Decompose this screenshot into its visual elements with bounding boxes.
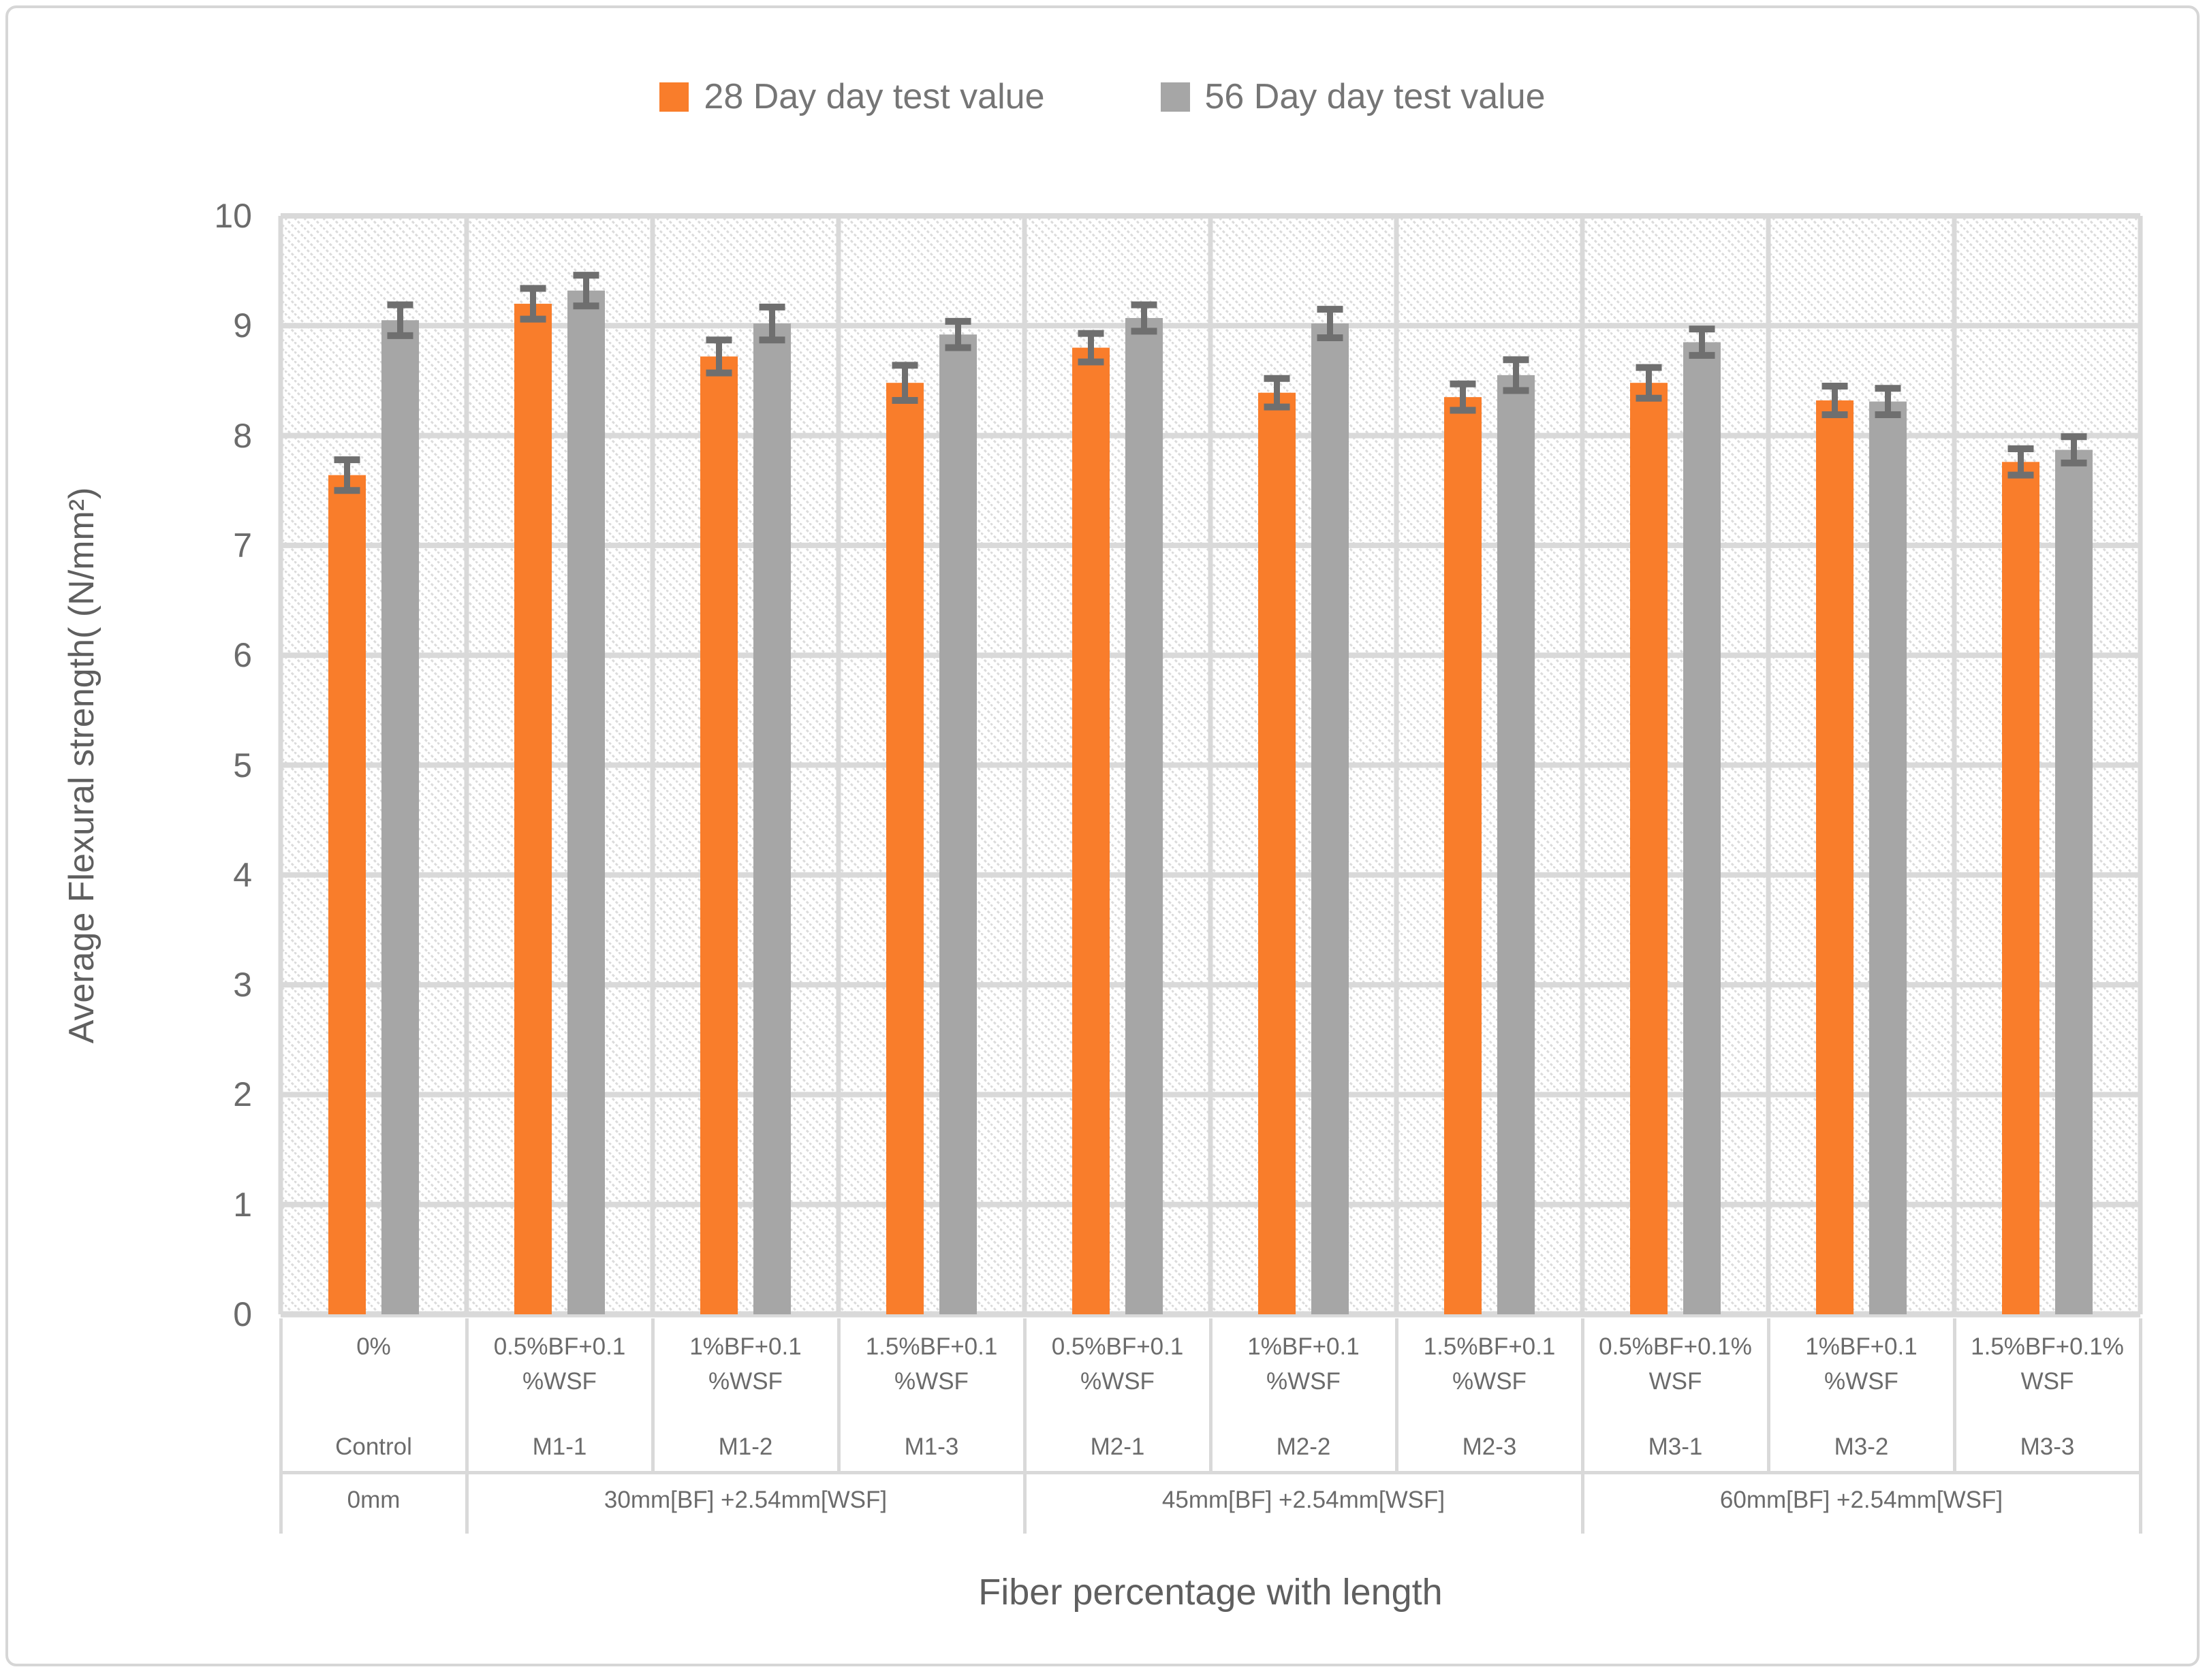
bar-56day-M1-2 — [753, 323, 791, 1315]
error-bar — [520, 285, 546, 323]
error-bar — [387, 301, 413, 339]
category-condition-label: 1%BF+0.1 %WSF — [1247, 1333, 1360, 1395]
bar-28day-M1-3 — [886, 383, 924, 1314]
legend-label-28day: 28 Day day test value — [704, 77, 1045, 116]
y-tick-label: 4 — [233, 855, 252, 894]
category-separator — [837, 1318, 841, 1472]
bar-56day-Control — [381, 320, 419, 1314]
category-mix-label: M2-3 — [1462, 1433, 1517, 1460]
category-group-label: 60mm[BF] +2.54mm[WSF] — [1719, 1487, 2003, 1513]
bar-28day-Control — [328, 475, 366, 1315]
category-condition-label: 0.5%BF+0.1%WSF — [493, 1333, 626, 1395]
category-separator — [279, 1318, 283, 1534]
error-bar — [1636, 364, 1662, 402]
series-1 — [381, 272, 2093, 1315]
category-separator — [2139, 1318, 2142, 1534]
error-bar — [1821, 383, 1848, 418]
category-condition-label: 0% — [356, 1333, 391, 1360]
category-mix-label: M3-1 — [1648, 1433, 1703, 1460]
y-tick-label: 0 — [233, 1295, 252, 1333]
category-condition-label: 1.5%BF+0.1%WSF — [1423, 1333, 1556, 1395]
category-mix-label: Control — [335, 1433, 412, 1460]
error-bar — [2007, 445, 2034, 479]
category-mix-label: M1-1 — [532, 1433, 587, 1460]
bar-28day-M3-3 — [2002, 462, 2039, 1314]
y-tick-label: 6 — [233, 636, 252, 675]
category-separator — [465, 1318, 469, 1534]
error-bar — [1317, 306, 1343, 342]
bar-28day-M2-2 — [1258, 392, 1296, 1314]
legend-label-56day: 56 Day day test value — [1204, 77, 1546, 116]
category-group-label: 0mm — [347, 1487, 401, 1513]
legend-item-28day: 28 Day day test value — [659, 76, 1045, 117]
error-bar — [706, 336, 732, 377]
error-bar — [945, 317, 971, 351]
error-bar — [1689, 326, 1715, 359]
category-condition-label: 1%BF+0.1 %WSF — [1805, 1333, 1918, 1395]
category-condition-label: 0.5%BF+0.1%WSF — [1599, 1333, 1752, 1395]
bar-56day-M2-2 — [1311, 323, 1349, 1315]
bar-28day-M2-3 — [1444, 397, 1482, 1314]
category-separator — [1395, 1318, 1398, 1472]
bar-56day-M3-3 — [2055, 449, 2093, 1314]
category-mix-label: M1-2 — [718, 1433, 773, 1460]
y-tick-label: 8 — [233, 416, 252, 455]
error-bar — [892, 362, 918, 404]
bar-28day-M3-1 — [1630, 383, 1668, 1314]
legend: 28 Day day test value 56 Day day test va… — [8, 76, 2197, 117]
category-condition-label: 1.5%BF+0.1%WSF — [1971, 1333, 2124, 1395]
category-separator — [1209, 1318, 1213, 1472]
category-separator — [651, 1318, 655, 1472]
y-tick-label: 9 — [233, 306, 252, 345]
error-bar — [759, 303, 785, 344]
bar-56day-M2-1 — [1125, 318, 1163, 1314]
error-bar — [2061, 433, 2087, 466]
legend-swatch-56day-icon — [1160, 82, 1190, 112]
y-tick-label: 1 — [233, 1185, 252, 1224]
label-row-divider — [281, 1471, 2140, 1474]
category-group-label: 45mm[BF] +2.54mm[WSF] — [1161, 1487, 1445, 1513]
category-separator — [1953, 1318, 1956, 1472]
bar-56day-M1-1 — [567, 290, 605, 1315]
error-bar — [1131, 301, 1157, 335]
category-separator — [1023, 1318, 1027, 1534]
category-mix-label: M2-1 — [1090, 1433, 1145, 1460]
error-bar — [1450, 380, 1476, 414]
error-bar — [1875, 385, 1901, 418]
bar-28day-M2-1 — [1072, 347, 1110, 1314]
category-mix-label: M3-3 — [2020, 1433, 2075, 1460]
bar-28day-M1-1 — [514, 304, 552, 1314]
category-mix-label: M3-2 — [1834, 1433, 1889, 1460]
bar-56day-M1-3 — [939, 334, 977, 1315]
category-mix-label: M1-3 — [904, 1433, 959, 1460]
chart-frame: 28 Day day test value 56 Day day test va… — [5, 5, 2200, 1666]
category-condition-label: 1%BF+0.1 %WSF — [689, 1333, 802, 1395]
category-mix-label: M2-2 — [1276, 1433, 1331, 1460]
category-separator — [1767, 1318, 1770, 1472]
y-tick-label: 2 — [233, 1075, 252, 1114]
error-bar — [573, 272, 599, 310]
series-0 — [328, 285, 2039, 1315]
bar-56day-M2-3 — [1497, 375, 1535, 1314]
error-bar — [1078, 330, 1104, 366]
error-bar — [1264, 375, 1290, 411]
category-separator — [1581, 1318, 1584, 1534]
y-tick-label: 3 — [233, 966, 252, 1004]
plot-svg — [278, 213, 2143, 1318]
error-bar — [334, 456, 360, 494]
category-group-label: 30mm[BF] +2.54mm[WSF] — [604, 1487, 888, 1513]
bar-56day-M3-2 — [1869, 401, 1907, 1315]
y-tick-label: 10 — [214, 197, 252, 235]
y-tick-label: 5 — [233, 746, 252, 784]
error-bar — [1503, 356, 1529, 394]
bar-28day-M3-2 — [1816, 400, 1854, 1314]
category-condition-label: 0.5%BF+0.1%WSF — [1051, 1333, 1184, 1395]
x-axis-title: Fiber percentage with length — [978, 1572, 1443, 1613]
bar-56day-M3-1 — [1683, 342, 1721, 1314]
category-condition-label: 1.5%BF+0.1%WSF — [865, 1333, 998, 1395]
bar-28day-M1-2 — [700, 356, 738, 1314]
legend-swatch-28day-icon — [659, 82, 689, 112]
y-tick-label: 7 — [233, 526, 252, 565]
legend-item-56day: 56 Day day test value — [1160, 76, 1546, 117]
